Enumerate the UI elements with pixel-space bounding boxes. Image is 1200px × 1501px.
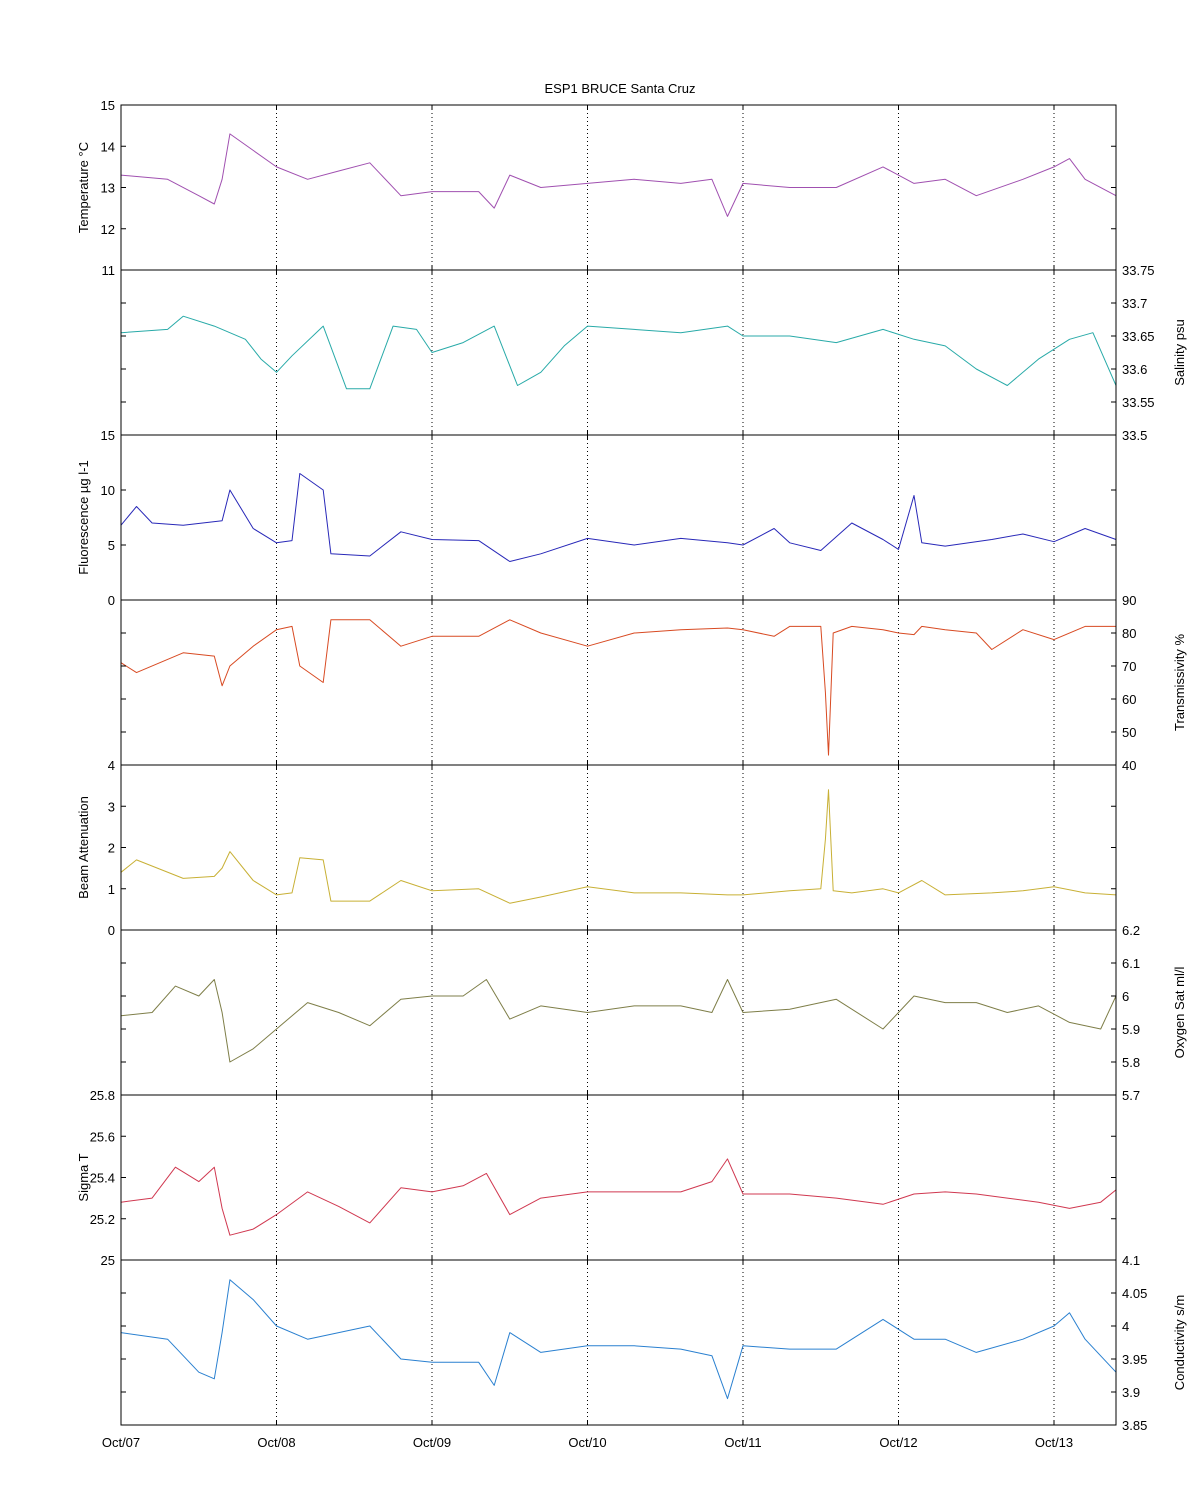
x-axis: Oct/07 Oct/08 Oct/09 Oct/10 Oct/11 Oct/12 Oct/… xyxy=(102,1435,1073,1450)
y-tick-label: 3.95 xyxy=(1122,1352,1147,1367)
panel-fluorescence: 0 5 10 15 Fluorescence µg l-1 xyxy=(76,428,1117,608)
y-tick-label: 4.1 xyxy=(1122,1253,1140,1268)
y-tick-label: 2 xyxy=(108,841,115,856)
y-tick-label: 40 xyxy=(1122,758,1136,773)
x-tick-label: Oct/07 xyxy=(102,1435,140,1450)
conductivity-series-line xyxy=(120,1279,1117,1400)
y-tick-label: 11 xyxy=(102,263,116,278)
y-tick-label: 15 xyxy=(101,98,115,113)
beam-attenuation-axis-label: Beam Attenuation xyxy=(76,796,91,899)
y-tick-label: 90 xyxy=(1122,593,1136,608)
x-tick-label: Oct/11 xyxy=(724,1435,761,1450)
y-tick-label: 0 xyxy=(108,923,115,938)
y-tick-label: 5.9 xyxy=(1122,1022,1140,1037)
y-tick-label: 6 xyxy=(1122,989,1129,1004)
salinity-series-line xyxy=(120,315,1117,390)
temperature-series-line xyxy=(120,133,1117,217)
panel-frame xyxy=(120,764,1117,931)
sigma-t-axis-label: Sigma T xyxy=(76,1153,91,1201)
oxygen-sat-series-line xyxy=(120,979,1117,1063)
x-tick-label: Oct/08 xyxy=(257,1435,295,1450)
y-tick-label: 15 xyxy=(101,428,115,443)
sigma-t-series-line xyxy=(120,1158,1117,1236)
y-tick-label: 50 xyxy=(1122,725,1136,740)
y-tick-label: 5.7 xyxy=(1122,1088,1140,1103)
conductivity-axis-label: Conductivity s/m xyxy=(1172,1295,1187,1390)
panel-frame xyxy=(120,1094,1117,1261)
panel-conductivity: 3.85 3.9 3.95 4 4.05 4.1 Conductivity s/m xyxy=(120,1253,1187,1433)
y-tick-label: 13 xyxy=(101,181,115,196)
y-tick-label: 33.5 xyxy=(1122,428,1147,443)
y-tick-label: 3.9 xyxy=(1122,1385,1140,1400)
panel-frame xyxy=(120,599,1117,766)
y-tick-label: 12 xyxy=(101,222,115,237)
y-tick-label: 25.6 xyxy=(90,1129,115,1144)
y-tick-label: 6.1 xyxy=(1122,956,1140,971)
fluorescence-axis-label: Fluorescence µg l-1 xyxy=(76,460,91,574)
panel-frame xyxy=(120,434,1117,601)
y-tick-label: 5.8 xyxy=(1122,1055,1140,1070)
y-tick-label: 4.05 xyxy=(1122,1286,1147,1301)
x-tick-label: Oct/13 xyxy=(1035,1435,1073,1450)
y-tick-label: 33.6 xyxy=(1122,362,1147,377)
panel-transmissivity: 40 50 60 70 80 90 Transmissivity % xyxy=(120,593,1187,773)
y-tick-label: 60 xyxy=(1122,692,1136,707)
y-tick-label: 33.55 xyxy=(1122,395,1155,410)
y-tick-label: 80 xyxy=(1122,626,1136,641)
y-tick-label: 25 xyxy=(101,1253,115,1268)
y-tick-label: 3.85 xyxy=(1122,1418,1147,1433)
y-tick-label: 70 xyxy=(1122,659,1136,674)
transmissivity-series-line xyxy=(120,619,1116,756)
temperature-axis-label: Temperature °C xyxy=(76,142,91,233)
panel-beam-attenuation: 0 1 2 3 4 Beam Attenuation xyxy=(76,758,1117,938)
beam-attenuation-series-line xyxy=(120,789,1117,904)
y-tick-label: 3 xyxy=(108,799,115,814)
chart-title: ESP1 BRUCE Santa Cruz xyxy=(544,81,695,96)
y-tick-label: 25.2 xyxy=(90,1212,115,1227)
panel-frame xyxy=(120,1259,1117,1426)
y-tick-label: 25.4 xyxy=(90,1171,115,1186)
x-tick-label: Oct/12 xyxy=(879,1435,917,1450)
y-tick-label: 10 xyxy=(101,483,115,498)
oxygen-sat-axis-label: Oxygen Sat ml/l xyxy=(1172,967,1187,1059)
y-tick-label: 6.2 xyxy=(1122,923,1140,938)
y-tick-label: 33.75 xyxy=(1122,263,1155,278)
y-tick-label: 1 xyxy=(108,882,115,897)
salinity-axis-label: Salinity psu xyxy=(1172,319,1187,385)
fluorescence-series-line xyxy=(120,473,1117,562)
y-tick-label: 5 xyxy=(108,538,115,553)
x-tick-label: Oct/09 xyxy=(413,1435,451,1450)
x-tick-label: Oct/10 xyxy=(568,1435,606,1450)
y-tick-label: 14 xyxy=(101,139,115,154)
panel-salinity: 33.5 33.55 33.6 33.65 33.7 33.75 Salinity psu xyxy=(120,263,1187,443)
transmissivity-axis-label: Transmissivity % xyxy=(1172,634,1187,731)
panel-frame xyxy=(120,269,1117,436)
y-tick-label: 4 xyxy=(1122,1319,1129,1334)
y-tick-label: 25.8 xyxy=(90,1088,115,1103)
panel-oxygen-sat: 5.7 5.8 5.9 6 6.1 6.2 Oxygen Sat ml/l xyxy=(120,923,1187,1103)
y-tick-label: 0 xyxy=(108,593,115,608)
panel-temperature: 11 12 13 14 15 Temperature °C xyxy=(76,98,1117,278)
panel-sigma-t: 25 25.2 25.4 25.6 25.8 Sigma T xyxy=(76,1088,1117,1268)
panel-frame xyxy=(120,929,1117,1096)
y-tick-label: 33.65 xyxy=(1122,329,1155,344)
y-tick-label: 33.7 xyxy=(1122,296,1147,311)
panel-frame xyxy=(120,104,1117,271)
y-tick-label: 4 xyxy=(108,758,115,773)
